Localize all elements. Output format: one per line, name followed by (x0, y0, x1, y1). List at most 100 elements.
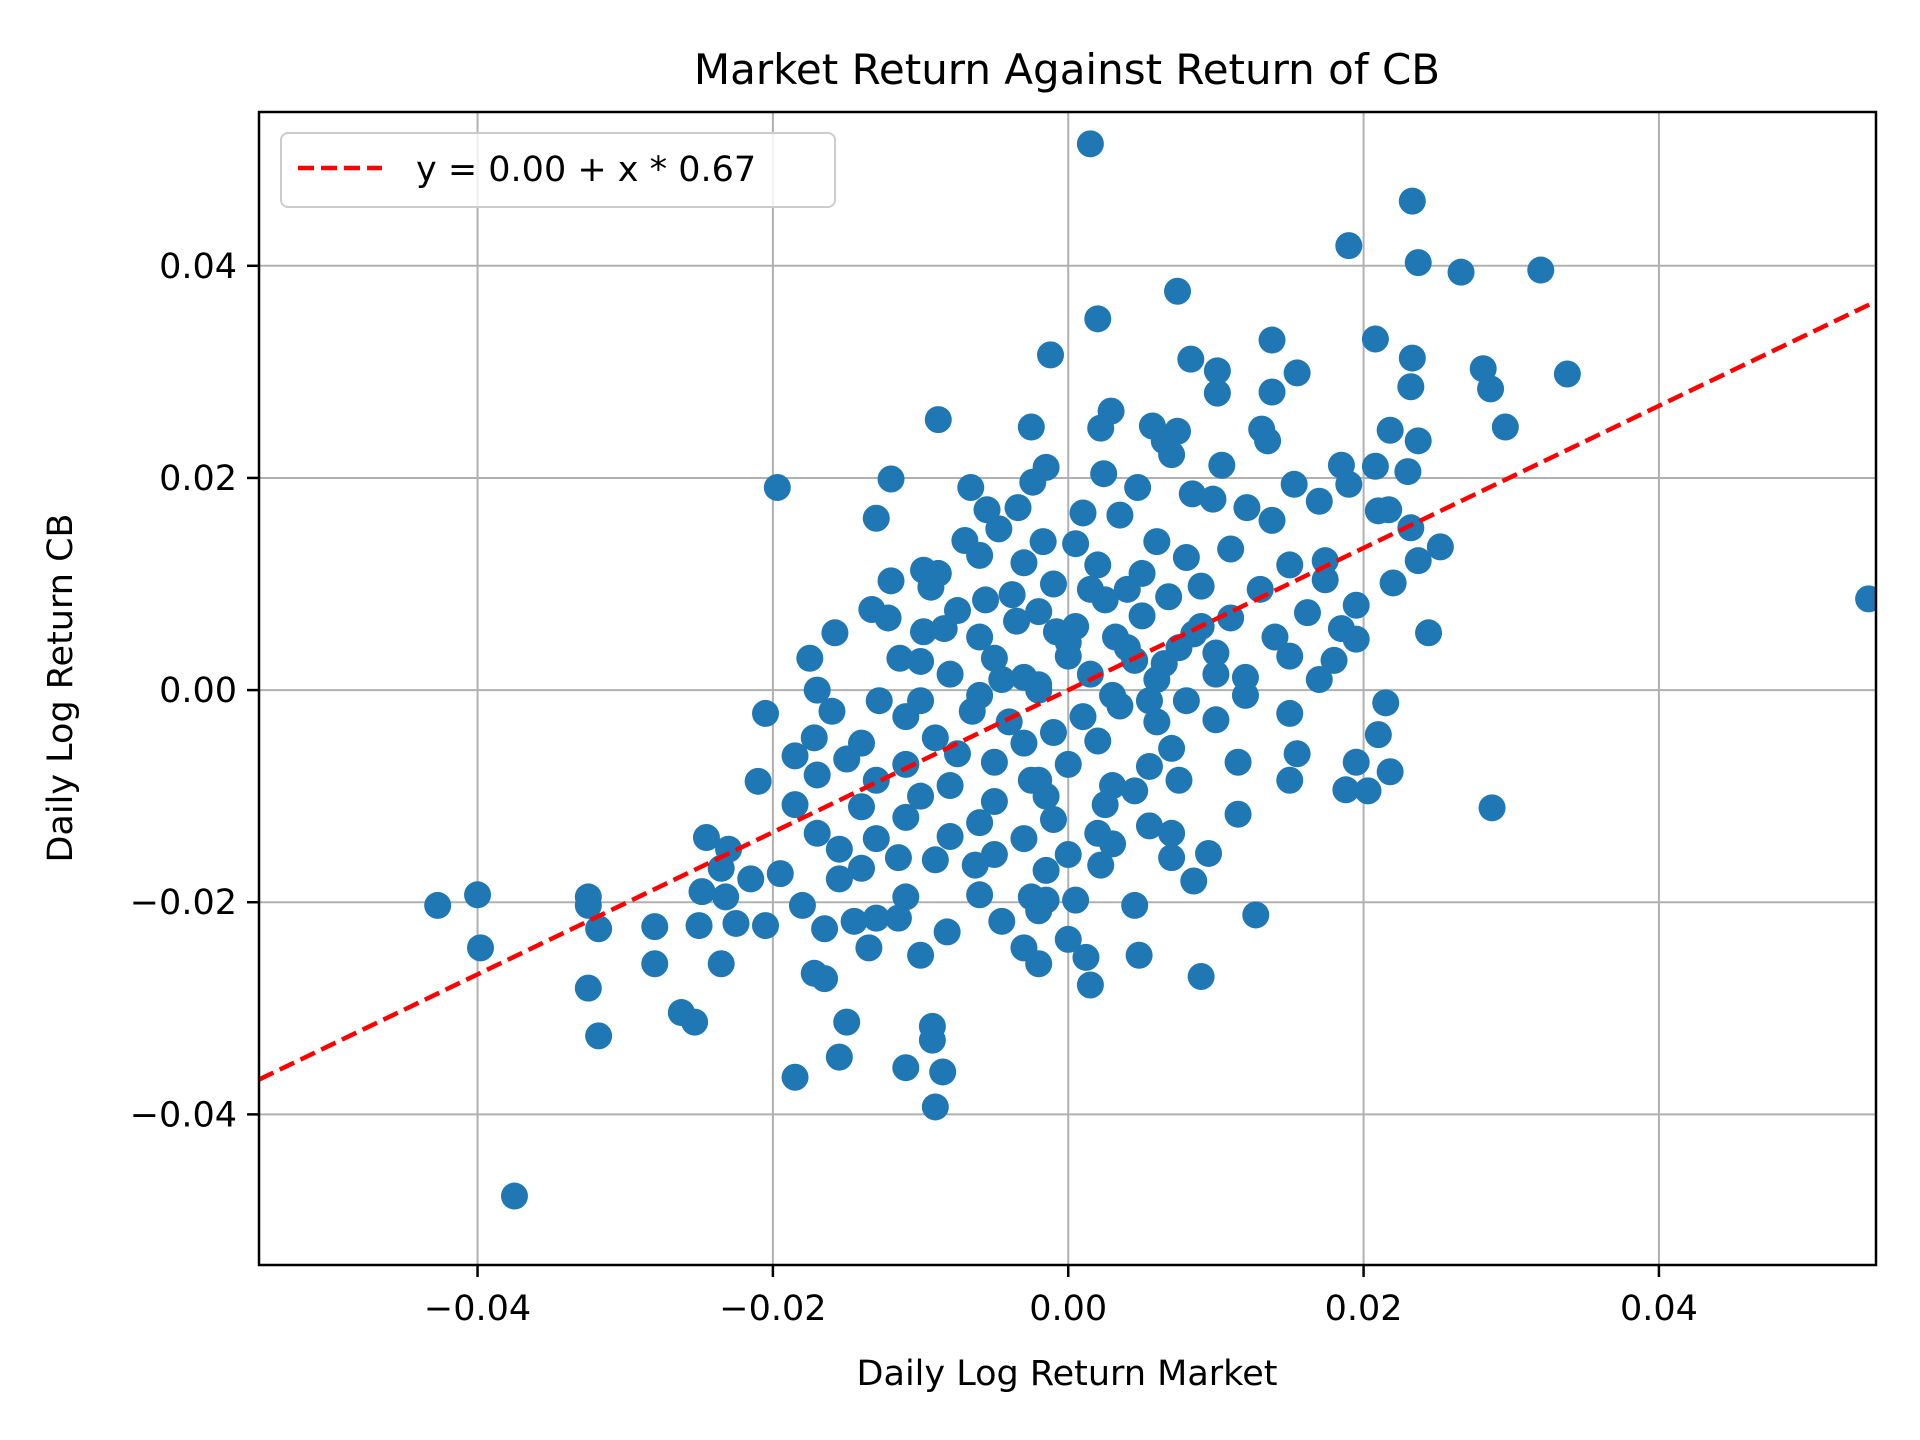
data-point (933, 918, 961, 946)
data-point (1224, 800, 1252, 828)
data-point (924, 406, 952, 434)
data-point (936, 660, 964, 688)
data-point (1203, 357, 1231, 385)
data-point (1062, 886, 1090, 914)
data-point (958, 697, 986, 725)
data-point (803, 761, 831, 789)
data-point (1010, 825, 1038, 853)
data-point (781, 742, 809, 770)
data-point (1004, 494, 1032, 522)
data-point (766, 860, 794, 888)
data-point (1076, 971, 1104, 999)
data-point (1087, 414, 1115, 442)
data-point (574, 974, 602, 1002)
data-point (892, 1054, 920, 1082)
data-point (874, 604, 902, 632)
data-point (818, 697, 846, 725)
data-point (1202, 706, 1230, 734)
data-point (1335, 470, 1363, 498)
chart-title: Market Return Against Return of CB (694, 45, 1440, 94)
data-point (1258, 378, 1286, 406)
data-point (1478, 794, 1506, 822)
data-point (1187, 572, 1215, 600)
data-point (788, 891, 816, 919)
data-point (918, 1026, 946, 1054)
data-point (1155, 583, 1183, 611)
data-point (803, 819, 831, 847)
data-point (1195, 839, 1223, 867)
data-point (1372, 689, 1400, 717)
data-point (781, 791, 809, 819)
data-point (1202, 660, 1230, 688)
data-point (1172, 544, 1200, 572)
data-point (1017, 413, 1045, 441)
data-point (1527, 256, 1555, 284)
data-point (1208, 451, 1236, 479)
data-point (1354, 777, 1382, 805)
data-point (957, 473, 985, 501)
data-point (811, 915, 839, 943)
data-point (1158, 844, 1186, 872)
data-point (1305, 665, 1333, 693)
data-point (1415, 619, 1443, 647)
data-point (1072, 943, 1100, 971)
data-point (1187, 962, 1215, 990)
data-point (1125, 941, 1153, 969)
y-tick-label: 0.00 (159, 671, 237, 711)
data-point (1233, 494, 1261, 522)
data-point (886, 644, 914, 672)
data-point (1087, 851, 1115, 879)
data-point (1203, 379, 1231, 407)
data-point (1054, 841, 1082, 869)
data-point (907, 782, 935, 810)
data-point (1025, 950, 1053, 978)
data-point (1477, 375, 1505, 403)
data-point (961, 851, 989, 879)
axis-ticks: −0.04 −0.02 0.00 0.02 0.04 −0.04 −0.02 0.00 0.02… (130, 247, 1698, 1329)
legend: y = 0.00 + x * 0.67 (280, 132, 836, 208)
data-point (825, 865, 853, 893)
data-point (1135, 812, 1163, 840)
data-point (1084, 727, 1112, 755)
data-point (1320, 646, 1348, 674)
data-point (641, 913, 669, 941)
data-point (833, 745, 861, 773)
data-point (966, 881, 994, 909)
data-point (1106, 501, 1134, 529)
data-point (980, 787, 1008, 815)
data-point (1258, 506, 1286, 534)
x-tick-label: 0.00 (1029, 1289, 1107, 1329)
data-point (752, 699, 780, 727)
data-point (1037, 341, 1065, 369)
data-point (855, 934, 883, 962)
data-point (840, 907, 868, 935)
data-point (752, 912, 780, 940)
data-point (1426, 533, 1454, 561)
data-point (1342, 591, 1370, 619)
data-point (862, 904, 890, 932)
data-point (998, 581, 1026, 609)
data-point (833, 1008, 861, 1036)
data-point (1076, 130, 1104, 158)
data-point (744, 767, 772, 795)
data-point (1032, 856, 1060, 884)
data-point (1158, 819, 1186, 847)
data-point (1261, 623, 1289, 651)
data-point (930, 615, 958, 643)
data-point (929, 1058, 957, 1086)
data-point (847, 793, 875, 821)
data-point (1069, 703, 1097, 731)
legend-box (280, 132, 836, 208)
data-point (1099, 830, 1127, 858)
data-point (1305, 487, 1333, 515)
x-tick-label: 0.02 (1325, 1289, 1403, 1329)
data-point (1113, 634, 1141, 662)
data-point (800, 724, 828, 752)
data-point (1180, 867, 1208, 895)
data-point (1076, 660, 1104, 688)
data-point (641, 950, 669, 978)
data-point (1025, 671, 1053, 699)
data-point (464, 881, 492, 909)
data-point (1076, 575, 1104, 603)
